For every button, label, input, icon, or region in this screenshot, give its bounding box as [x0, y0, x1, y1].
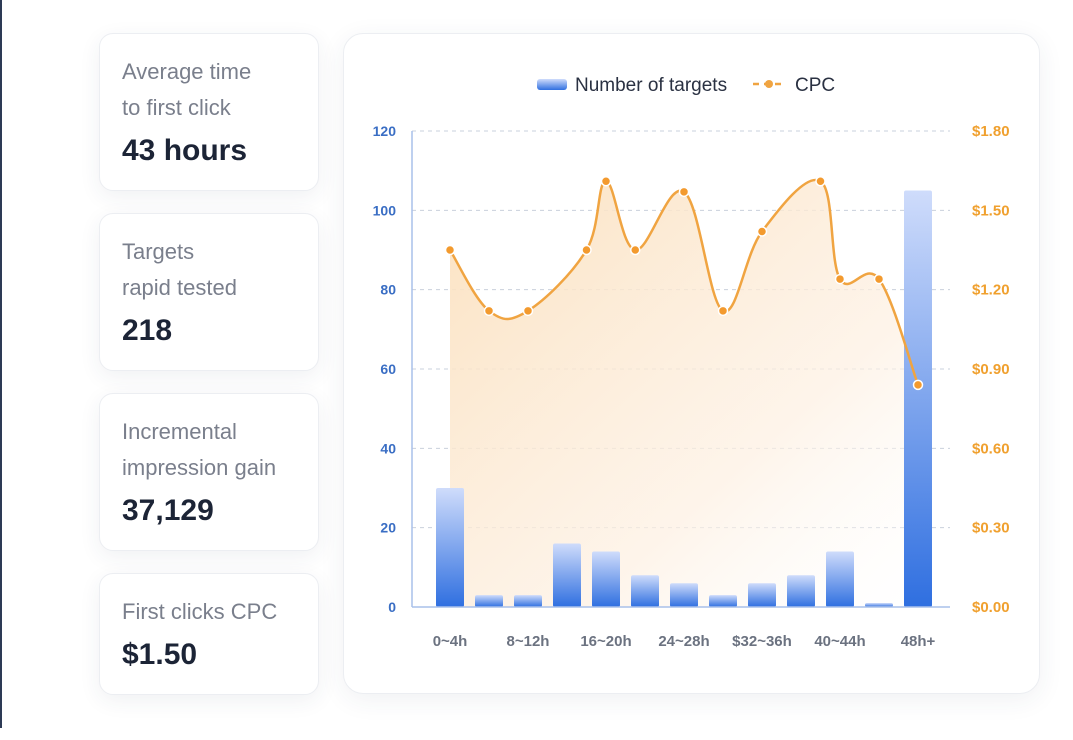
y-tick-right: $0.60 [972, 440, 1010, 457]
cpc-point [522, 305, 534, 317]
y-tick-right: $0.30 [972, 520, 1010, 537]
x-tick: $32~36h [732, 633, 792, 650]
bar-28~32h [709, 595, 737, 607]
cpc-point [483, 305, 495, 317]
y-tick-right: $1.50 [972, 202, 1010, 219]
stat-label: Average time to first click [122, 59, 252, 120]
cpc-point [834, 273, 846, 285]
stat-card-first-clicks-cpc: First clicks CPC $1.50 [99, 573, 319, 695]
stat-card-avg-time: Average time to first click 43 hours [99, 33, 319, 191]
cpc-point [600, 175, 612, 187]
x-tick: 48h+ [901, 633, 936, 650]
stat-label: Incremental impression gain [122, 419, 277, 480]
y-tick-left: 80 [380, 282, 396, 298]
legend-label-targets: Number of targets [575, 75, 727, 96]
legend-line-dot [765, 80, 773, 88]
bar-12~16h [553, 543, 581, 607]
stat-card-impression-gain: Incremental impression gain 37,129 [99, 393, 319, 551]
stat-label: First clicks CPC [122, 599, 278, 624]
y-tick-left: 120 [373, 123, 397, 139]
y-tick-left: 20 [380, 520, 396, 536]
cpc-point [815, 175, 826, 187]
y-tick-right: $1.80 [972, 123, 1010, 140]
y-tick-left: 100 [373, 202, 397, 218]
cpc-point [873, 273, 885, 285]
x-tick: 24~28h [658, 633, 709, 650]
cpc-point [630, 244, 641, 256]
legend-bar-swatch [537, 79, 567, 90]
stat-card-targets-tested: Targets rapid tested 218 [99, 213, 319, 371]
stat-label: Targets rapid tested [122, 239, 237, 300]
cpc-point [444, 244, 456, 256]
cpc-point [581, 244, 592, 256]
y-tick-left: 40 [380, 440, 396, 456]
bar-36~40h [787, 575, 815, 607]
bar-20~24h [631, 575, 659, 607]
chart-legend: Number of targets CPC [537, 75, 835, 96]
combo-chart: Number of targets CPC 0 20 40 60 80 100 120 $0… [373, 75, 1010, 650]
cpc-point [717, 305, 729, 317]
bar-16~20h [592, 551, 620, 607]
stat-value: 218 [122, 314, 173, 347]
bar-44~48h [865, 603, 893, 607]
y-tick-left: 0 [388, 599, 396, 615]
x-tick: 0~4h [433, 633, 468, 650]
bar-48h+ [904, 190, 932, 607]
y-tick-right: $1.20 [972, 282, 1010, 299]
bar-24~28h [670, 583, 698, 607]
chart-card: Number of targets CPC 0 20 40 60 80 100 120 $0… [343, 33, 1040, 694]
bar-8~12h [514, 595, 542, 607]
y-tick-left: 60 [380, 361, 396, 377]
x-tick: 40~44h [814, 633, 865, 650]
cpc-area-fill [450, 179, 918, 607]
y-tick-right: $0.00 [972, 599, 1010, 616]
cpc-point [912, 379, 924, 391]
left-border-rule [0, 0, 2, 728]
bar-4~8h [475, 595, 503, 607]
bar-$32~36h [748, 583, 776, 607]
bar-40~44h [826, 551, 854, 607]
y-tick-right: $0.90 [972, 361, 1010, 378]
cpc-point [756, 226, 768, 237]
x-tick: 16~20h [580, 633, 631, 650]
x-tick: 8~12h [507, 633, 550, 650]
legend-label-cpc: CPC [795, 75, 835, 96]
stat-value: 37,129 [122, 494, 214, 527]
cpc-point [678, 186, 690, 198]
stat-value: 43 hours [122, 134, 248, 167]
stat-value: $1.50 [122, 638, 198, 671]
bar-0~4h [436, 488, 464, 607]
